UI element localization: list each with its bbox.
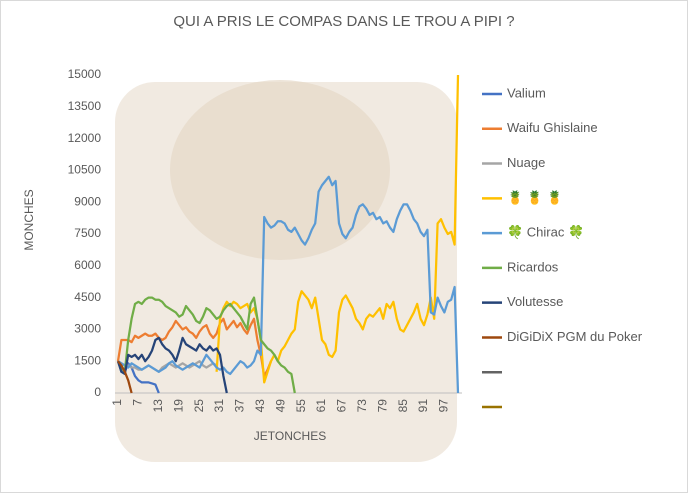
x-tick-label: 49	[273, 399, 287, 413]
y-tick-label: 15000	[68, 67, 102, 81]
x-tick-label: 97	[437, 399, 451, 413]
y-tick-label: 1500	[74, 353, 101, 367]
legend-label: 🍀 Chirac 🍀	[507, 225, 584, 240]
series-line	[116, 336, 228, 394]
series-line	[117, 296, 296, 394]
x-tick-label: 73	[355, 399, 369, 413]
legend-label: Volutesse	[507, 294, 563, 309]
background-photo-face	[170, 80, 390, 260]
y-tick-label: 6000	[74, 258, 101, 272]
series-line	[117, 360, 133, 394]
y-tick-label: 9000	[74, 194, 101, 208]
y-tick-label: 7500	[74, 226, 101, 240]
x-axis-label: JETONCHES	[254, 429, 326, 443]
series-line	[117, 175, 460, 394]
legend-label: Valium	[507, 85, 546, 100]
y-tick-label: 12000	[68, 131, 102, 145]
legend-label: DiGiDiX PGM du Poker	[507, 329, 643, 344]
x-tick-label: 61	[314, 399, 328, 413]
x-tick-label: 31	[212, 399, 226, 413]
x-tick-label: 79	[375, 399, 389, 413]
y-tick-label: 0	[94, 385, 101, 399]
x-tick-label: 13	[151, 399, 165, 413]
x-tick-label: 43	[253, 399, 267, 413]
series-line	[116, 317, 273, 378]
x-tick-label: 25	[192, 399, 206, 413]
y-tick-label: 3000	[74, 322, 101, 336]
x-tick-label: 19	[171, 399, 185, 413]
x-tick-label: 7	[131, 399, 145, 406]
y-axis-label: MONCHES	[22, 189, 36, 250]
x-tick-label: 55	[294, 399, 308, 413]
x-tick-label: 85	[396, 399, 410, 413]
legend-label: Nuage	[507, 155, 545, 170]
legend-label: 🍍 🍍 🍍	[507, 190, 563, 205]
x-tick-label: 37	[233, 399, 247, 413]
x-tick-label: 1	[110, 399, 124, 406]
legend-label: Ricardos	[507, 259, 559, 274]
y-tick-label: 4500	[74, 290, 101, 304]
x-tick-label: 67	[335, 399, 349, 413]
y-tick-label: 10500	[68, 163, 102, 177]
y-tick-label: 13500	[68, 99, 102, 113]
chart-title: QUI A PRIS LE COMPAS DANS LE TROU A PIPI…	[173, 13, 514, 30]
legend-label: Waifu Ghislaine	[507, 120, 598, 135]
x-tick-label: 91	[416, 399, 430, 413]
